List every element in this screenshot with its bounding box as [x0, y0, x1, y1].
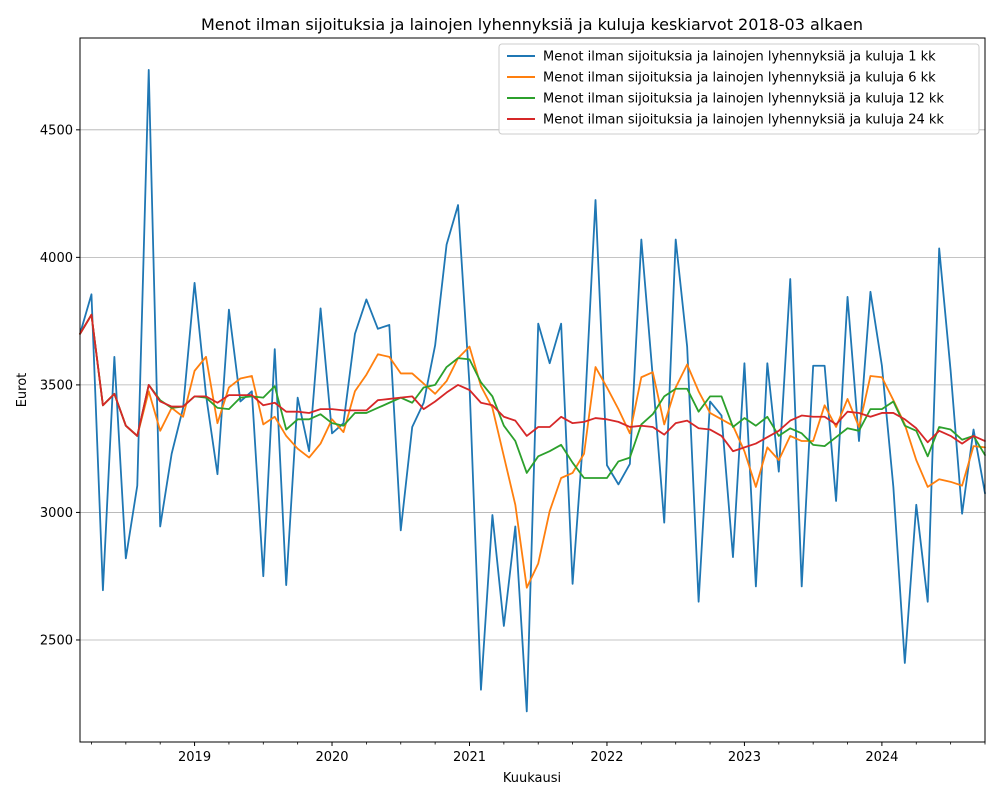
x-axis-label: Kuukausi	[503, 771, 561, 786]
x-tick-label: 2024	[865, 750, 898, 765]
series-lines	[79, 68, 986, 713]
legend: Menot ilman sijoituksia ja lainojen lyhe…	[498, 43, 980, 135]
chart-title: Menot ilman sijoituksia ja lainojen lyhe…	[201, 15, 863, 34]
x-tick-label: 2020	[315, 750, 348, 765]
x-tick-label: 2023	[728, 750, 761, 765]
series-line-4	[79, 313, 986, 453]
x-tick-label: 2021	[453, 750, 486, 765]
y-tick-label: 3500	[40, 378, 73, 393]
y-axis-label: Eurot	[15, 373, 30, 408]
plot-area-frame	[79, 37, 986, 743]
legend-label-2: Menot ilman sijoituksia ja lainojen lyhe…	[543, 71, 936, 86]
legend-label-4: Menot ilman sijoituksia ja lainojen lyhe…	[543, 113, 944, 128]
legend-label-1: Menot ilman sijoituksia ja lainojen lyhe…	[543, 50, 936, 65]
series-line-1	[79, 68, 986, 713]
x-tick-label: 2019	[178, 750, 211, 765]
y-tick-label: 4500	[40, 123, 73, 138]
y-tick-label: 3000	[40, 506, 73, 521]
y-tick-label: 2500	[40, 633, 73, 648]
axis-ticks: 2500 3000 3500 4000 4500 2019 2020 2021 2022 2023…	[40, 123, 986, 765]
y-tick-label: 4000	[40, 251, 73, 266]
legend-box	[498, 43, 980, 135]
series-line-3	[79, 313, 986, 479]
legend-label-3: Menot ilman sijoituksia ja lainojen lyhe…	[543, 92, 944, 107]
x-tick-label: 2022	[590, 750, 623, 765]
